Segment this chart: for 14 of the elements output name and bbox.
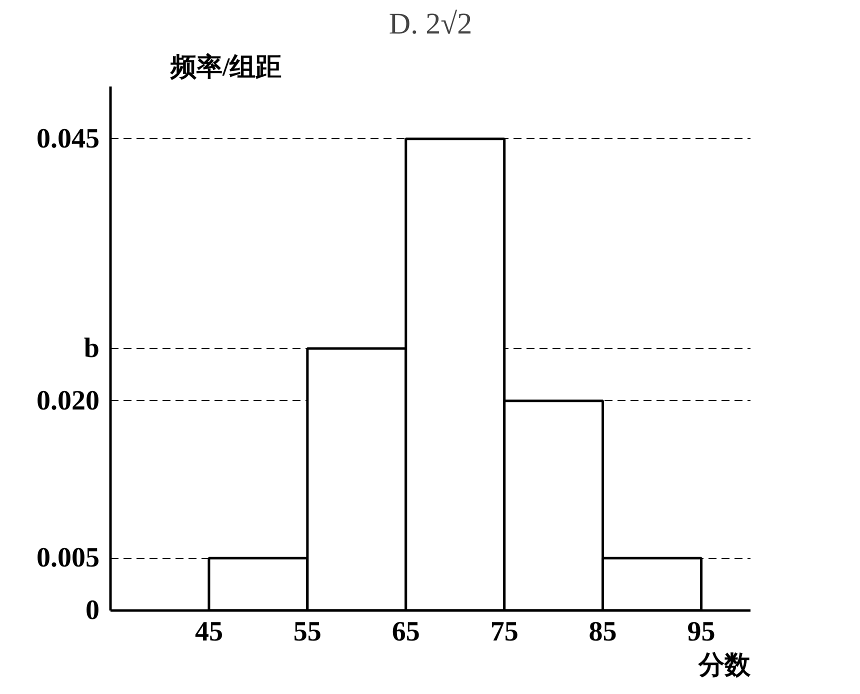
x-axis-title: 分数 [698,650,752,680]
x-tick-label: 75 [490,616,518,648]
x-tick-label: 45 [194,616,223,648]
x-tick-label: 95 [687,616,716,648]
y-tick-label: 0 [86,595,100,626]
y-tick-label: b [84,333,100,364]
x-tick-label: 65 [392,616,420,648]
y-tick-label: 0.005 [36,542,100,574]
y-tick-label: 0.020 [36,385,100,416]
x-tick-label: 85 [588,616,617,648]
chart-title: D. 2√2 [388,8,472,40]
x-tick-label: 55 [293,616,322,648]
y-axis-title: 频率/组距 [170,52,282,82]
y-tick-label: 0.045 [36,123,100,154]
